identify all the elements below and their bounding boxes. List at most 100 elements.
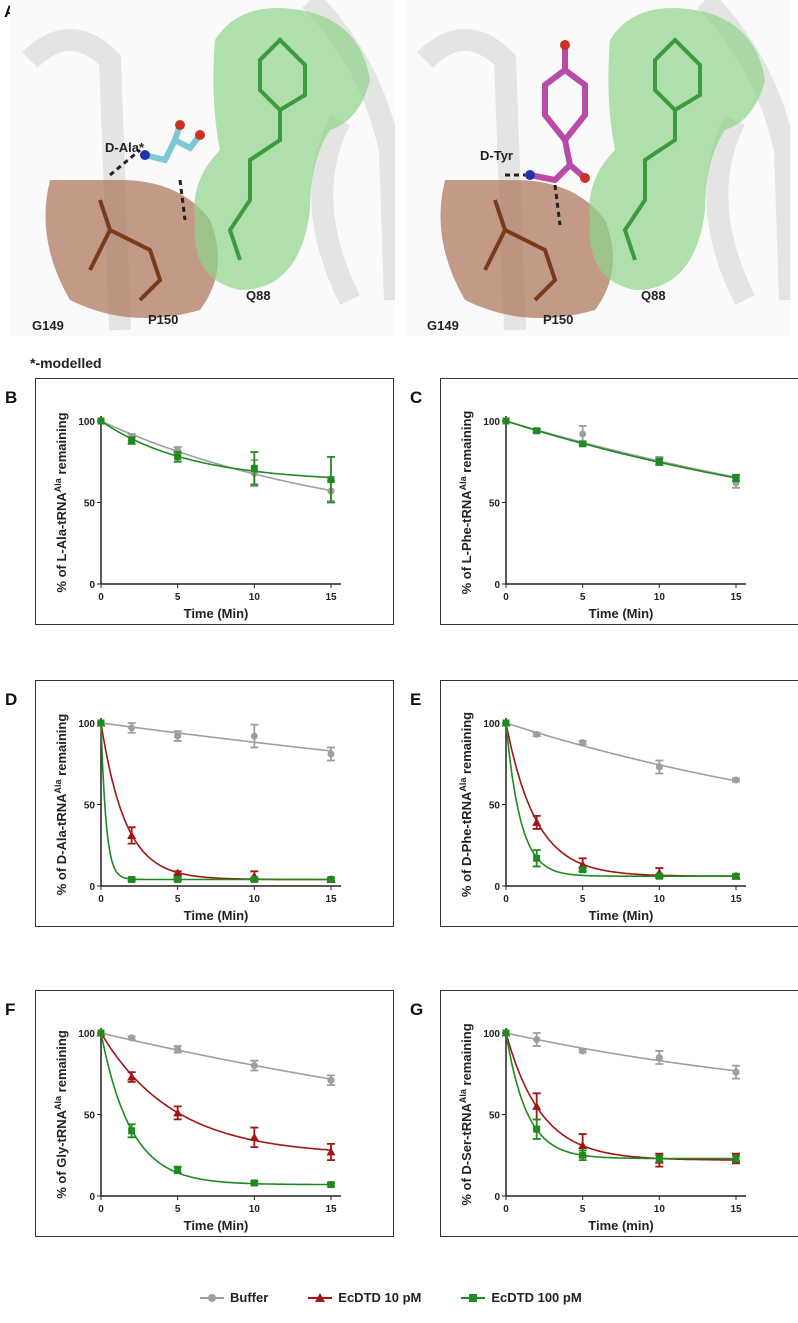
structure-d-ala-image	[10, 0, 406, 336]
fit-curve	[100, 722, 332, 752]
structure-d-tyr: D-Tyr G149 P150 Q88	[405, 0, 798, 336]
data-point	[174, 875, 182, 883]
data-point	[732, 1155, 740, 1163]
y-axis-label-suffix: remaining	[54, 412, 69, 478]
x-tick-label: 5	[175, 592, 181, 603]
chart-svg: 0 5 10 15 0 50 100 Time (Min) % of L-Phe-tRNAAla…	[458, 411, 746, 621]
chart-svg: 0 5 10 15 0 50 100 Time (Min) % of D-Phe-tRNAAla…	[458, 712, 746, 923]
chart-panel-d: 0 5 10 15 0 50 100 Time (Min) % of D-Ala-tRNAAla…	[35, 680, 394, 927]
data-point	[579, 1047, 587, 1055]
triangle-marker-icon	[308, 1292, 333, 1302]
x-axis-label: Time (Min)	[184, 1218, 249, 1233]
fit-curve	[100, 1032, 332, 1080]
chart-panel-c: 0 5 10 15 0 50 100 Time (Min) % of L-Phe-tRNAAla…	[440, 378, 798, 625]
y-axis-label-superscript: Ala	[458, 475, 468, 490]
data-point	[532, 1101, 542, 1110]
y-tick-label: 100	[483, 719, 500, 730]
data-point	[655, 763, 663, 771]
data-point	[579, 739, 587, 747]
y-tick-label: 0	[494, 580, 500, 591]
data-point	[250, 732, 258, 740]
data-point	[327, 476, 335, 484]
series-buffer	[502, 719, 740, 784]
data-point	[532, 817, 542, 826]
y-tick-label: 50	[84, 1111, 96, 1122]
square-marker-icon	[461, 1293, 486, 1302]
legend-label: EcDTD 100 pM	[491, 1290, 582, 1305]
y-tick-label: 100	[78, 1029, 95, 1040]
x-tick-label: 10	[654, 1204, 666, 1215]
series-buffer	[97, 417, 335, 502]
legend-label: EcDTD 10 pM	[338, 1290, 422, 1305]
data-point	[128, 437, 136, 445]
data-point	[97, 417, 105, 425]
y-tick-label: 100	[78, 719, 95, 730]
series-ecdtd-10-pm	[96, 1028, 336, 1162]
fit-curve	[100, 420, 332, 479]
x-tick-label: 5	[580, 894, 586, 905]
y-tick-label: 0	[494, 1192, 500, 1203]
x-tick-label: 15	[730, 592, 742, 603]
modelled-note: *-modelled	[30, 355, 102, 371]
y-tick-label: 100	[483, 417, 500, 428]
series-ecdtd-100-pm	[502, 417, 740, 483]
data-point	[579, 440, 587, 448]
y-axis-label-superscript: Ala	[458, 777, 468, 792]
data-point	[732, 1068, 740, 1076]
series-ecdtd-10-pm	[501, 1028, 741, 1168]
panel-label-d: D	[5, 690, 18, 709]
x-tick-label: 10	[654, 592, 666, 603]
y-axis-label: % of L-Phe-tRNAAla remaining	[458, 411, 474, 595]
x-tick-label: 0	[98, 1204, 104, 1215]
y-axis-label: % of D-Ala-tRNAAla remaining	[53, 714, 69, 896]
data-point	[250, 1179, 258, 1187]
legend: Buffer EcDTD 10 pM EcDTD 100 pM	[200, 1290, 582, 1305]
x-tick-label: 0	[98, 592, 104, 603]
circle-marker-icon	[200, 1293, 224, 1302]
panel-label-g: G	[410, 1000, 424, 1019]
y-axis-label-suffix: remaining	[54, 714, 69, 780]
y-axis-label-main: % of L-Phe-tRNA	[459, 490, 474, 595]
data-point	[174, 1166, 182, 1174]
y-axis-label-superscript: Ala	[458, 1088, 468, 1103]
fit-curve	[505, 722, 736, 877]
data-point	[174, 732, 182, 740]
data-point	[579, 1151, 587, 1159]
residue-label-g149: G149	[427, 318, 459, 333]
panel-label-f: F	[5, 1000, 16, 1019]
y-tick-label: 50	[84, 499, 96, 510]
residue-label-q88: Q88	[246, 288, 271, 303]
fit-curve	[505, 722, 737, 782]
data-point	[128, 1034, 136, 1042]
data-point	[128, 1127, 136, 1135]
y-tick-label: 0	[89, 580, 95, 591]
data-point	[174, 453, 182, 461]
fit-curve	[100, 722, 331, 881]
x-tick-label: 5	[580, 1204, 586, 1215]
y-axis-label-suffix: remaining	[459, 1023, 474, 1089]
data-point	[732, 776, 740, 784]
data-point	[732, 872, 740, 880]
x-tick-label: 0	[503, 592, 509, 603]
y-axis-label: % of Gly-tRNAAla remaining	[53, 1030, 69, 1199]
x-tick-label: 10	[654, 894, 666, 905]
data-point	[327, 750, 335, 758]
x-tick-label: 0	[503, 1204, 509, 1215]
y-axis-label-main: % of D-Phe-tRNA	[459, 791, 474, 897]
x-tick-label: 10	[249, 1204, 261, 1215]
data-point	[127, 830, 137, 839]
series-buffer	[502, 1029, 740, 1080]
chart-svg: 0 5 10 15 0 50 100 Time (Min) % of Gly-tRNAAla r…	[53, 1028, 341, 1233]
data-point	[579, 430, 587, 438]
y-axis-label-suffix: remaining	[459, 411, 474, 477]
chart-panel-g: 0 5 10 15 0 50 100 Time (min) % of D-Ser-tRNAAla…	[440, 990, 798, 1237]
x-tick-label: 5	[580, 592, 586, 603]
y-axis-label: % of D-Ser-tRNAAla remaining	[458, 1023, 474, 1205]
legend-item-ecdtd-10pm: EcDTD 10 pM	[308, 1290, 421, 1305]
y-axis-label-main: % of Gly-tRNA	[54, 1109, 69, 1198]
x-tick-label: 15	[325, 894, 337, 905]
data-point	[327, 875, 335, 883]
data-point	[250, 464, 258, 472]
data-point	[97, 719, 105, 727]
x-tick-label: 5	[175, 1204, 181, 1215]
